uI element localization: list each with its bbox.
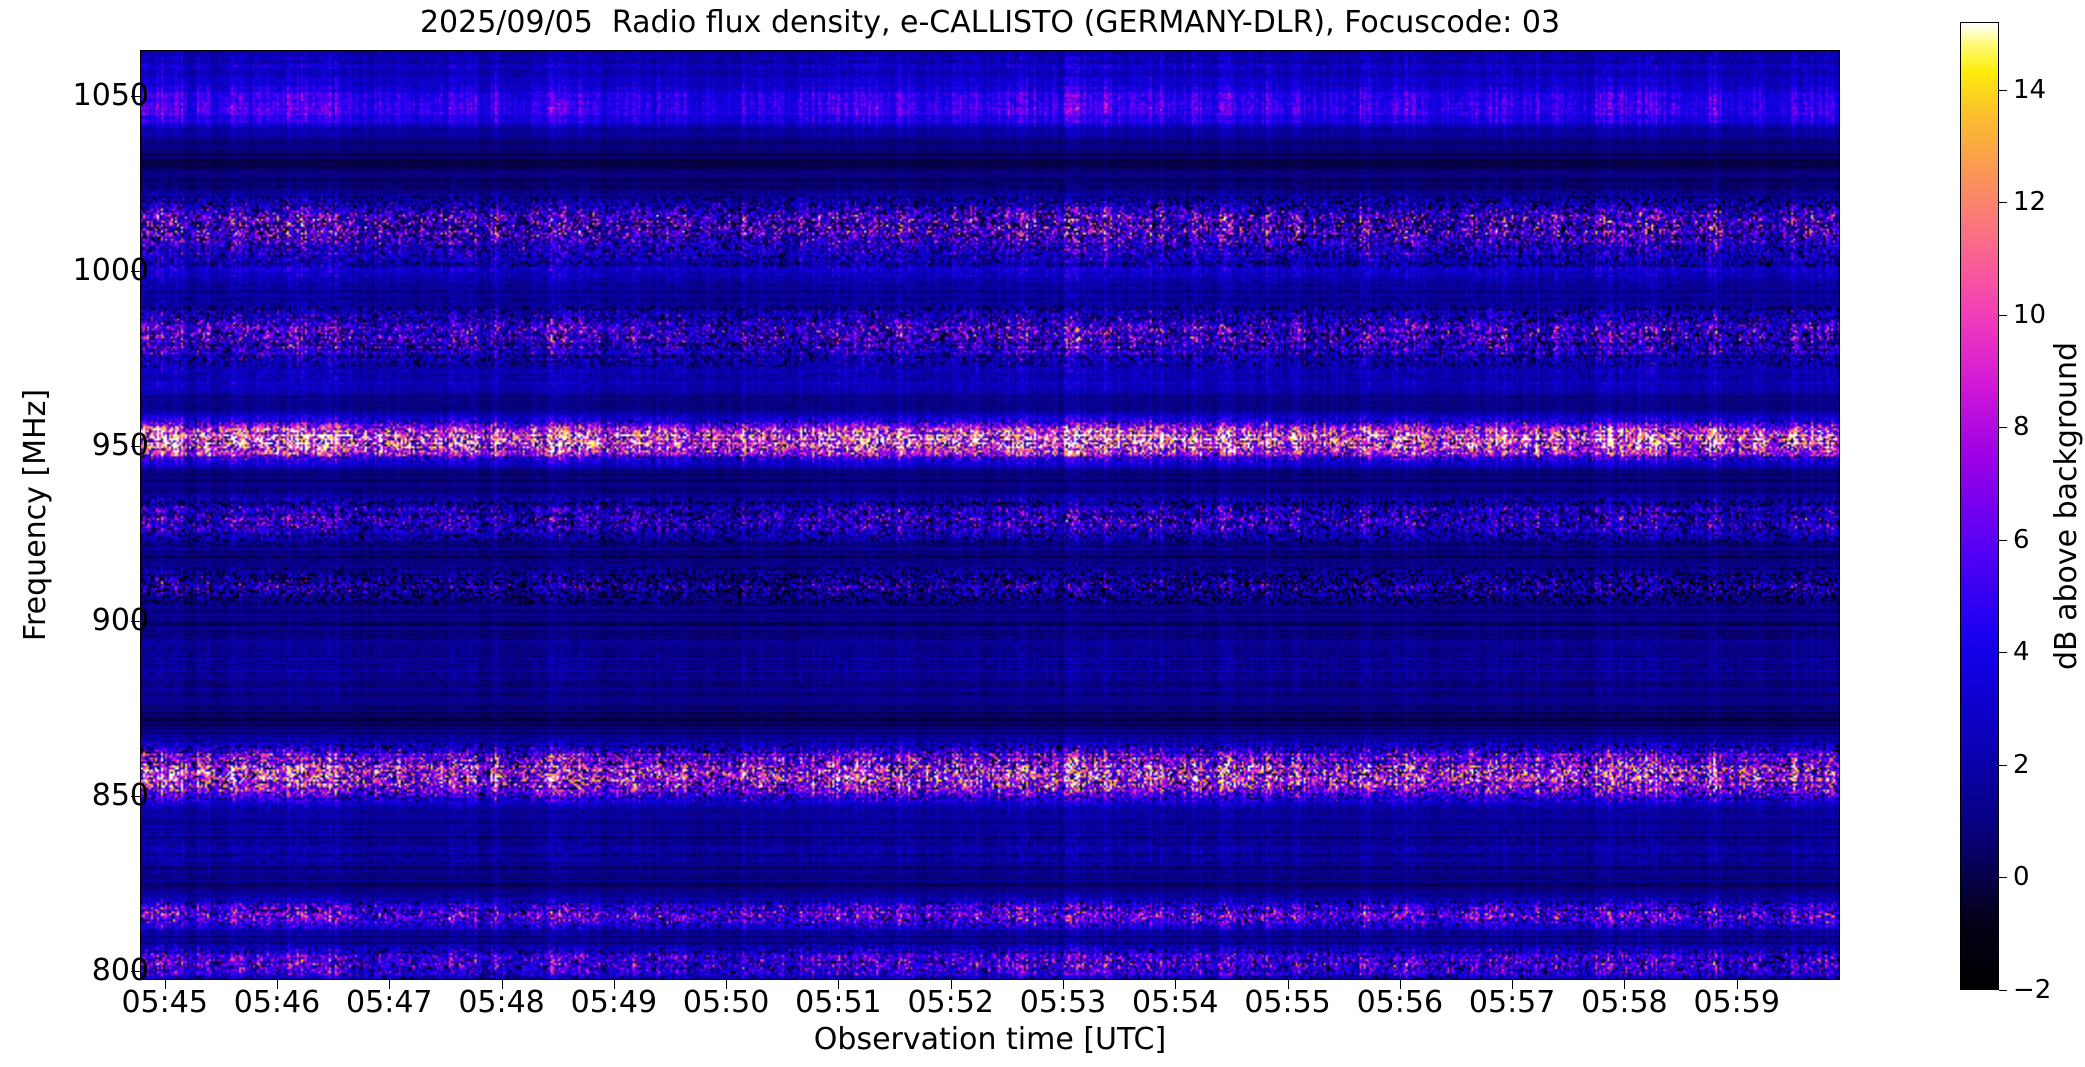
colorbar[interactable] [1960,22,1999,990]
x-axis-tick-label: 05:56 [1356,985,1444,1020]
y-axis-tick-label: 850 [91,778,149,814]
x-axis-tick-mark [276,980,278,989]
y-axis-tick-label: 900 [91,602,149,638]
x-axis-tick-label: 05:55 [1244,985,1331,1020]
x-axis-tick-mark [1624,980,1626,989]
colorbar-tick-label: 14 [2013,74,2047,105]
x-axis-tick-label: 05:57 [1468,985,1556,1020]
x-axis-tick-mark [1512,980,1514,989]
x-axis-tick-label: 05:53 [1019,985,1107,1020]
y-axis-tick-label: 950 [91,427,149,463]
colorbar-gradient [1961,23,1998,989]
x-axis-tick-mark [1736,980,1738,989]
x-axis-tick-label: 05:59 [1693,985,1780,1020]
colorbar-tick-label: −2 [2013,975,2052,1005]
spectrogram-plot-area[interactable] [140,50,1840,980]
colorbar-tick-mark [1999,89,2007,91]
x-axis-tick-mark [1287,980,1289,989]
colorbar-tick-label: 6 [2013,524,2030,555]
colorbar-tick-mark [1999,764,2007,766]
spectrogram-image [141,51,1839,979]
x-axis-tick-mark [501,980,503,989]
y-axis-tick-mark [131,95,140,97]
colorbar-tick-mark [1999,652,2007,654]
x-axis-tick-mark [950,980,952,989]
x-axis-tick-label: 05:50 [682,985,770,1020]
y-axis-tick-mark [131,620,140,622]
x-axis-tick-label: 05:51 [795,985,882,1020]
y-axis-tick-mark [131,971,140,973]
colorbar-tick-mark [1999,877,2007,879]
x-axis-tick-mark [1062,980,1064,989]
colorbar-tick-mark [1999,314,2007,316]
colorbar-tick-mark [1999,427,2007,429]
x-axis-tick-mark [726,980,728,989]
x-axis-tick-mark [1399,980,1401,989]
colorbar-tick-label: 2 [2013,749,2030,780]
y-axis-tick-mark [131,796,140,798]
colorbar-title: dB above background [2049,341,2084,671]
x-axis-tick-label: 05:49 [570,985,658,1020]
x-axis-tick-mark [613,980,615,989]
y-axis-tick-label: 1000 [72,252,149,288]
x-axis-tick-mark [1175,980,1177,989]
colorbar-tick-label: 12 [2013,187,2047,218]
y-axis-tick-mark [131,270,140,272]
colorbar-tick-label: 10 [2013,299,2047,330]
x-axis-tick-label: 05:47 [346,985,433,1020]
x-axis-title: Observation time [UTC] [813,1022,1167,1057]
colorbar-tick-label: 8 [2013,412,2030,443]
x-axis-tick-mark [389,980,391,989]
x-axis-tick-label: 05:46 [233,985,321,1020]
x-axis-tick-mark [838,980,840,989]
x-axis-tick-label: 05:52 [907,985,994,1020]
x-axis-tick-label: 05:54 [1132,985,1219,1020]
x-axis-tick-label: 05:45 [121,985,208,1020]
colorbar-tick-label: 4 [2013,637,2030,668]
y-axis-title: Frequency [MHz] [18,388,53,642]
x-axis-tick-label: 05:48 [458,985,545,1020]
colorbar-tick-label: 0 [2013,862,2030,893]
y-axis-tick-label: 800 [91,953,149,989]
colorbar-tick-mark [1999,202,2007,204]
x-axis-tick-label: 05:58 [1581,985,1668,1020]
y-axis-tick-mark [131,445,140,447]
y-axis-tick-label: 1050 [72,77,149,113]
colorbar-tick-mark [1999,990,2007,991]
x-axis-tick-mark [164,980,166,989]
page-title: 2025/09/05 Radio flux density, e-CALLIST… [419,5,1561,40]
colorbar-tick-mark [1999,539,2007,541]
